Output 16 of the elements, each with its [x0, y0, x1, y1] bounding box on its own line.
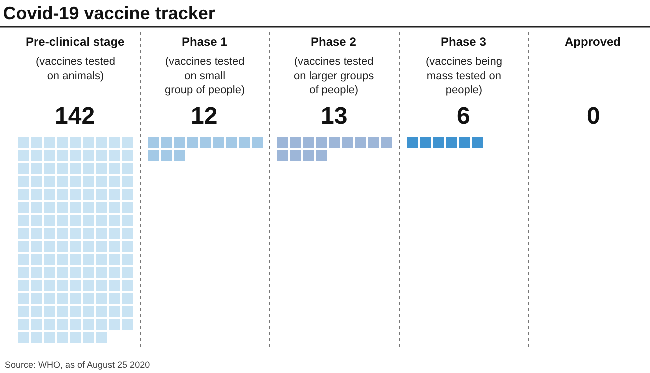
category-label: Phase 3 — [441, 35, 487, 49]
source-note: Source: WHO, as of August 25 2020 — [5, 360, 150, 370]
text: (vaccines tested on animals) — [36, 56, 116, 82]
data-label: 142 — [55, 103, 96, 130]
data-label: 6 — [457, 103, 470, 130]
data-label: 0 — [587, 103, 600, 130]
category-label: Phase 1 — [182, 35, 228, 49]
text: (vaccines being mass tested on people) — [426, 56, 502, 97]
text: (vaccines tested on small group of people) — [165, 56, 246, 97]
data-label: 12 — [191, 103, 218, 130]
category-label: Approved — [565, 35, 622, 49]
category-label: Pre-clinical stage — [26, 35, 126, 49]
text: Covid-19 vaccine tracker — [3, 3, 216, 24]
category-label: Phase 2 — [311, 35, 357, 49]
text: (vaccines tested on larger groups of people) — [294, 56, 374, 97]
data-label: 13 — [321, 103, 348, 130]
